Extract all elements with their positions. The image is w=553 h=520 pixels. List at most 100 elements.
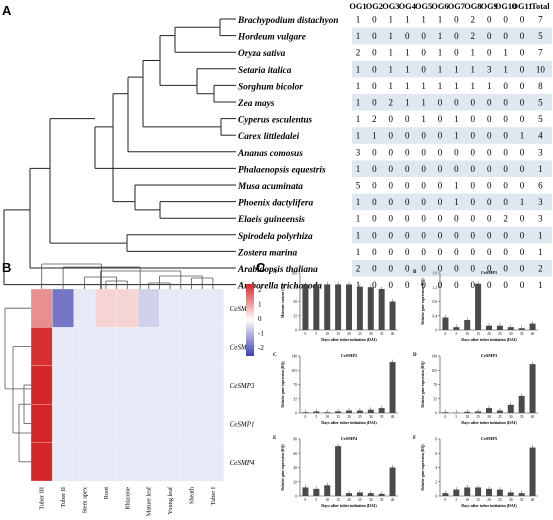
x-tick-label: 0 [445, 498, 447, 502]
y-tick-label: 1.2 [433, 286, 438, 290]
bar [389, 301, 396, 330]
bar [529, 323, 536, 330]
heatmap-cell [202, 288, 224, 328]
species-label: Arabidopsis thaliana [237, 265, 318, 275]
table-cell: 3 [356, 147, 361, 157]
table-row-band [352, 127, 552, 144]
heatmap-cell [159, 327, 181, 366]
table-cell: 0 [405, 230, 410, 240]
y-tick-label: 70 [433, 383, 437, 387]
heatmap-row-label: CeSMP4 [230, 459, 255, 467]
bar [442, 493, 449, 496]
bar [356, 286, 363, 330]
bar [496, 489, 503, 496]
table-cell: 1 [454, 64, 459, 74]
bar [464, 320, 471, 330]
table-header-cell: OG5 [415, 2, 432, 11]
table-cell: 0 [405, 214, 410, 224]
table-cell: 1 [356, 15, 361, 25]
heatmap-cell [73, 288, 96, 328]
table-cell: 1 [389, 48, 394, 58]
heatmap-column-label: Tuber III [39, 487, 46, 510]
table-row-band [352, 94, 552, 111]
table-cell: 0 [520, 280, 525, 290]
table-row-band [352, 27, 552, 45]
heatmap-cell [159, 288, 181, 328]
table-cell: 1 [438, 81, 443, 91]
table-cell: 0 [503, 81, 508, 91]
x-tick-label: 35 [380, 332, 384, 336]
table-cell: 0 [438, 247, 443, 257]
chart-tag: C [273, 353, 277, 358]
bar [442, 317, 449, 330]
heatmap-cell [52, 404, 74, 443]
table-cell: 1 [356, 114, 361, 124]
heatmap-cell [52, 365, 74, 405]
species-label: Cyperus esculentus [238, 116, 313, 126]
table-cell: 0 [487, 247, 492, 257]
table-cell: 1 [538, 280, 543, 290]
table-cell: 0 [454, 214, 459, 224]
table-cell: 2 [389, 98, 394, 108]
table-header-cell: OG6 [431, 2, 448, 11]
table-cell: 0 [503, 131, 508, 141]
table-cell: 0 [503, 15, 508, 25]
table-cell: 0 [454, 280, 459, 290]
heatmap-cell [30, 365, 53, 405]
table-cell: 0 [421, 147, 426, 157]
bar [464, 411, 471, 413]
x-tick-label: 30 [509, 332, 513, 336]
table-cell: 1 [503, 64, 508, 74]
table-cell: 0 [421, 164, 426, 174]
species-label: Setaria italica [238, 66, 292, 76]
table-cell: 1 [389, 31, 394, 41]
table-cell: 0 [503, 181, 508, 191]
table-cell: 0 [520, 247, 525, 257]
table-cell: 5 [538, 31, 543, 41]
heatmap-cell [159, 365, 181, 405]
table-cell: 0 [421, 31, 426, 41]
y-tick-label: 8 [435, 438, 437, 442]
bar [367, 409, 374, 413]
x-tick-label: 15 [336, 415, 340, 419]
table-cell: 2 [356, 264, 361, 274]
y-tick-label: 0 [435, 412, 437, 416]
bar [486, 325, 492, 330]
species-label: Elaeis guineensis [237, 215, 305, 225]
x-tick-label: 15 [336, 498, 340, 502]
x-tick-label: 10 [465, 332, 469, 336]
table-cell: 1 [421, 98, 426, 108]
bar [518, 328, 525, 330]
table-cell: 3 [487, 64, 492, 74]
bar [313, 488, 320, 496]
table-cell: 0 [389, 230, 394, 240]
x-tick-label: 30 [509, 415, 513, 419]
table-cell: 0 [438, 114, 443, 124]
table-cell: 0 [405, 114, 410, 124]
table-cell: 0 [389, 147, 394, 157]
x-tick-label: 40 [391, 415, 395, 419]
bar [529, 447, 536, 496]
heatmap-column-label: Stem apex [82, 486, 89, 513]
table-cell: 0 [454, 264, 459, 274]
table-header-cell: OG3 [382, 2, 399, 11]
y-axis-label: Relative gene expression (RQ) [421, 278, 425, 325]
table-cell: 0 [438, 164, 443, 174]
heatmap-column-label: Sheath [189, 486, 196, 504]
x-tick-label: 0 [305, 415, 307, 419]
heatmap-cell [52, 288, 74, 328]
table-cell: 0 [471, 164, 476, 174]
table-cell: 1 [471, 64, 476, 74]
bar [507, 492, 514, 496]
heatmap-cell [159, 442, 181, 482]
x-tick-label: 25 [358, 498, 362, 502]
heatmap-cell [180, 288, 203, 328]
bar [389, 467, 396, 496]
bar [496, 410, 503, 413]
bar [486, 408, 492, 413]
heatmap-cell [116, 404, 139, 443]
species-label: Brachypodium distachyon [237, 16, 338, 26]
x-tick-label: 15 [476, 332, 480, 336]
heatmap-cell [137, 288, 160, 328]
